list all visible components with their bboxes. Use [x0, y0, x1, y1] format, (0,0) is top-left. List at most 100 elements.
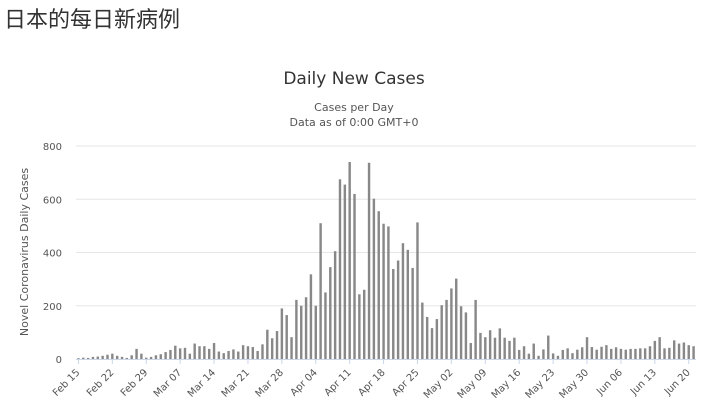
- bar: [498, 328, 502, 359]
- x-axis-ticks: Feb 15 Feb 22 Feb 29 Mar 07 Mar 14 Mar 21 Mar …: [51, 359, 693, 401]
- bar: [227, 351, 230, 359]
- x-tick-label: Feb 29: [119, 367, 151, 399]
- bar: [324, 292, 327, 359]
- bar: [392, 269, 395, 359]
- bar: [508, 340, 511, 359]
- bar: [600, 346, 603, 359]
- bar: [304, 297, 308, 359]
- y-tick-label: 200: [43, 302, 62, 313]
- bar: [668, 347, 671, 359]
- bar: [435, 319, 439, 359]
- bar: [440, 305, 443, 359]
- bar: [406, 249, 410, 359]
- bar: [372, 198, 376, 359]
- bar: [275, 331, 279, 359]
- bar: [285, 315, 288, 359]
- y-tick-label: 800: [43, 142, 62, 153]
- bar: [425, 316, 429, 359]
- bar: [266, 329, 269, 359]
- x-tick-label: May 30: [557, 367, 591, 401]
- bar: [672, 340, 676, 359]
- bar: [382, 223, 385, 359]
- bar: [154, 355, 158, 359]
- chart-subtitle-line-2: Data as of 0:00 GMT+0: [290, 116, 419, 129]
- bar: [614, 347, 618, 359]
- bar: [217, 351, 221, 359]
- bar: [469, 343, 472, 359]
- y-tick-label: 600: [43, 195, 62, 206]
- bar: [159, 354, 162, 359]
- x-tick-label: May 02: [422, 367, 456, 401]
- bar: [290, 337, 293, 359]
- bar: [537, 355, 540, 359]
- bar: [387, 226, 390, 359]
- bar: [488, 330, 492, 359]
- bar: [333, 251, 337, 359]
- bar: [610, 348, 613, 359]
- bar: [232, 349, 235, 359]
- bar: [188, 353, 192, 359]
- bar: [125, 357, 129, 359]
- bar: [517, 349, 521, 359]
- x-tick-label: Mar 14: [186, 367, 218, 399]
- bar: [120, 356, 124, 359]
- x-tick-label: Mar 28: [254, 367, 286, 399]
- x-tick-label: Feb 15: [51, 367, 83, 399]
- bar: [367, 162, 371, 359]
- bar: [280, 308, 284, 359]
- bar: [193, 343, 196, 359]
- bar: [140, 353, 143, 359]
- bar: [396, 260, 400, 359]
- x-tick-label: Jun 20: [662, 367, 693, 398]
- bar: [348, 161, 351, 359]
- x-tick-label: Mar 21: [220, 367, 252, 399]
- bar: [464, 312, 468, 359]
- bar: [86, 357, 90, 359]
- bar: [256, 351, 259, 359]
- bars: [77, 161, 695, 359]
- bar: [343, 184, 347, 359]
- bar: [619, 348, 623, 359]
- y-axis-label: Novel Coronavirus Daily Cases: [18, 168, 31, 336]
- bar: [319, 223, 322, 359]
- bar: [474, 299, 477, 359]
- bar: [237, 351, 240, 359]
- bar: [421, 302, 424, 359]
- x-tick-label: Apr 04: [289, 367, 320, 398]
- gridlines: [76, 145, 696, 307]
- bar: [551, 353, 555, 359]
- bar: [416, 222, 419, 359]
- bar: [295, 299, 298, 359]
- bar: [309, 274, 313, 359]
- bar: [493, 337, 497, 359]
- y-axis-ticks: 0 200 400 600 800: [43, 142, 62, 366]
- bar: [648, 346, 652, 359]
- bar: [663, 348, 666, 359]
- bar: [111, 353, 114, 359]
- bar: [677, 343, 681, 359]
- bar: [174, 345, 177, 359]
- x-tick-label: Feb 22: [85, 367, 117, 399]
- bar: [203, 346, 206, 359]
- bar: [682, 342, 686, 359]
- x-tick-label: Jun 13: [628, 367, 659, 398]
- bar: [479, 332, 482, 359]
- bar: [261, 344, 264, 359]
- bar: [338, 179, 342, 359]
- bar: [556, 355, 560, 359]
- bar: [459, 306, 463, 359]
- bar: [251, 347, 255, 359]
- bar: [643, 348, 647, 359]
- bar: [300, 305, 303, 359]
- bar: [96, 356, 100, 359]
- bar: [401, 243, 405, 359]
- bar: [576, 349, 579, 359]
- bar: [580, 347, 584, 359]
- bar: [595, 349, 598, 359]
- x-tick-label: May 23: [524, 367, 558, 401]
- bar: [183, 347, 187, 359]
- bar: [605, 345, 608, 359]
- bar: [164, 352, 167, 359]
- bar: [590, 347, 594, 359]
